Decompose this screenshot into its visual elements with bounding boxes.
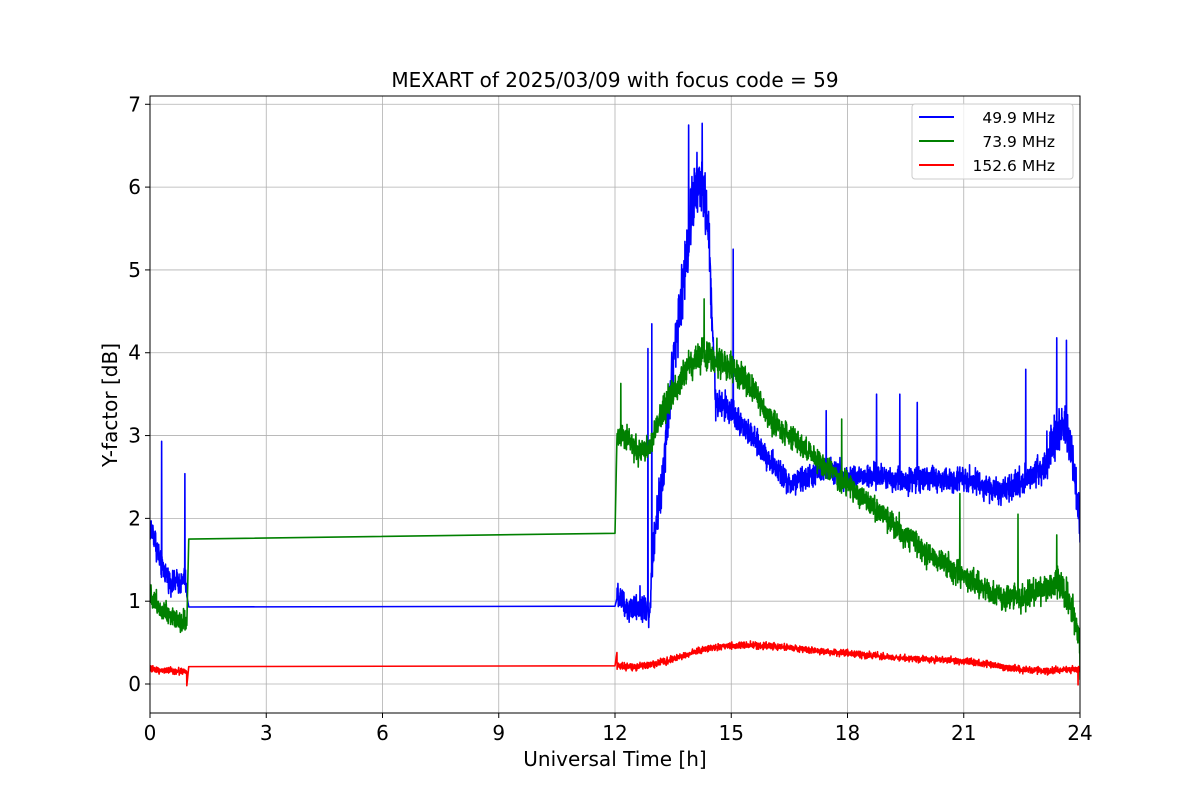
legend-box (911, 103, 1074, 180)
y-tick-label: 1 (128, 589, 141, 613)
x-tick-label: 6 (376, 721, 389, 745)
y-tick-label: 7 (128, 92, 141, 116)
series-line-2 (150, 298, 1080, 680)
y-tick-label: 0 (128, 672, 141, 696)
x-tick-label: 15 (719, 721, 744, 745)
x-tick-label: 9 (492, 721, 505, 745)
x-tick-label: 12 (602, 721, 627, 745)
y-tick-label: 6 (128, 175, 141, 199)
x-tick-label: 3 (260, 721, 273, 745)
x-tick-label: 24 (1067, 721, 1092, 745)
x-tick-label: 21 (951, 721, 976, 745)
y-tick-label: 5 (128, 258, 141, 282)
y-tick-label: 4 (128, 341, 141, 365)
y-tick-label: 2 (128, 506, 141, 530)
series-line-3 (150, 640, 1080, 687)
legend-label: 152.6 MHz (973, 157, 1055, 175)
legend: 49.9 MHz 73.9 MHz 152.6 MHz (911, 103, 1074, 180)
y-axis-label: Y-factor [dB] (98, 343, 122, 468)
series-layer (150, 122, 1080, 687)
x-tick-label: 0 (144, 721, 157, 745)
y-tick-label: 3 (128, 424, 141, 448)
x-axis-label: Universal Time [h] (523, 747, 706, 771)
legend-label: 49.9 MHz (982, 109, 1055, 127)
chart-title: MEXART of 2025/03/09 with focus code = 5… (391, 68, 838, 92)
legend-label: 73.9 MHz (982, 133, 1055, 151)
x-tick-label: 18 (835, 721, 860, 745)
